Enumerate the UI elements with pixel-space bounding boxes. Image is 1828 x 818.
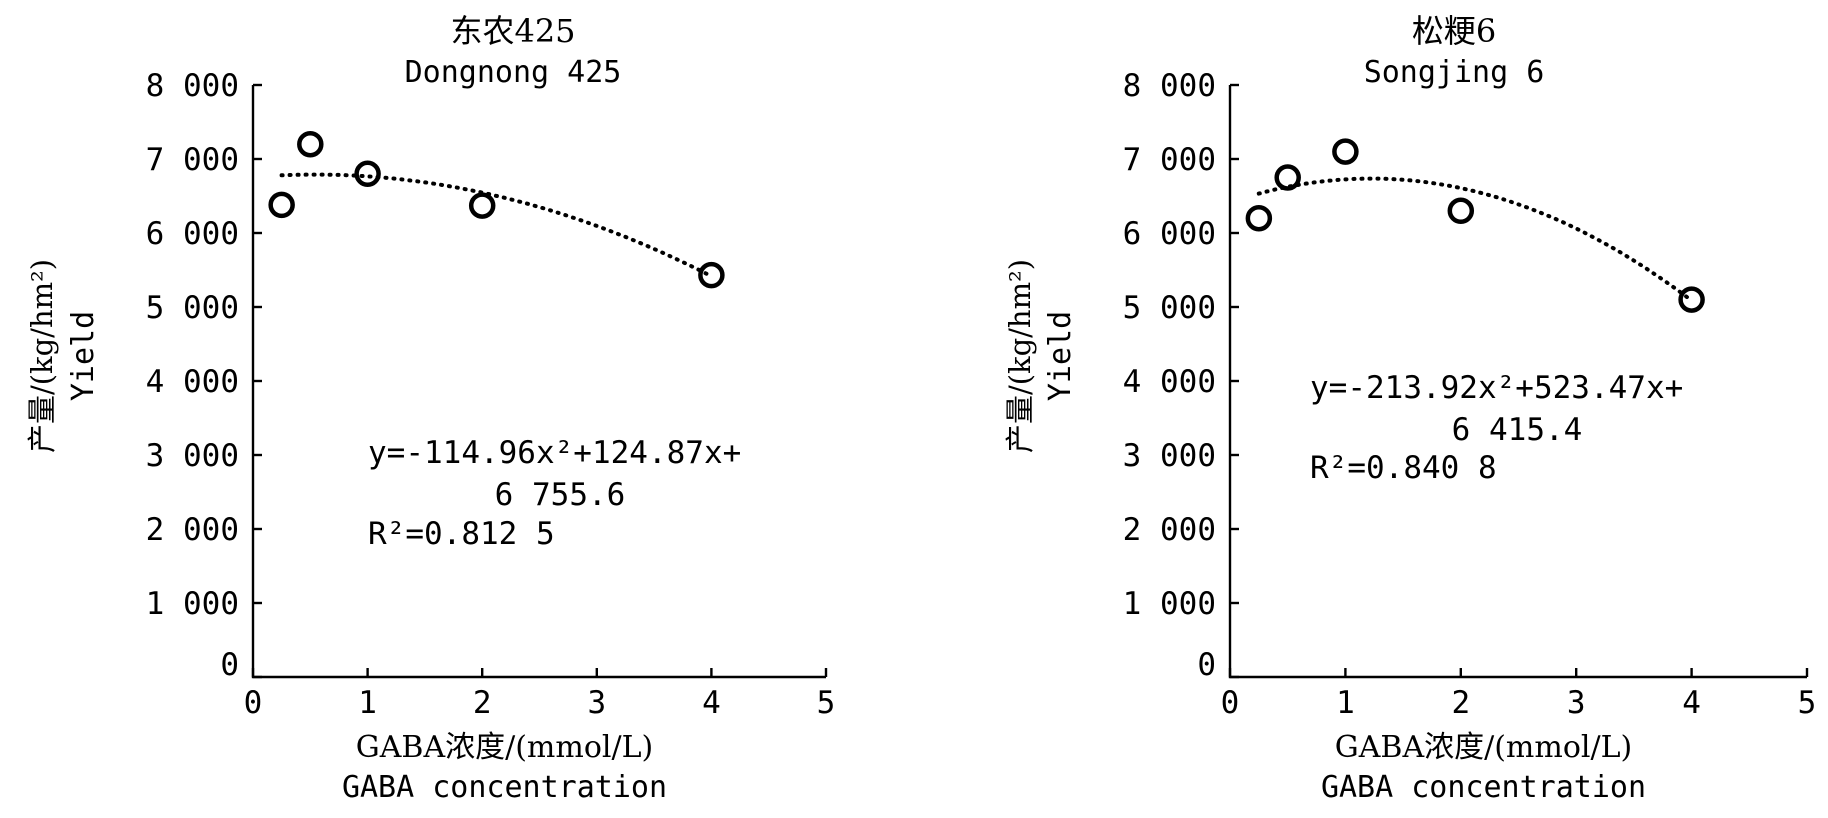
data-point <box>1447 197 1475 225</box>
data-point <box>1274 164 1301 191</box>
x-tick-label: 2 <box>473 685 492 721</box>
y-tick-label: 6 000 <box>146 216 239 252</box>
x-tick-label: 1 <box>1336 685 1355 721</box>
r-squared-label: R²=0.812 5 <box>368 516 555 552</box>
x-tick-label: 3 <box>1567 685 1586 721</box>
y-tick-label: 5 000 <box>146 290 239 326</box>
chart-title: 东农425 <box>450 12 575 50</box>
x-axis-label-cn: GABA浓度/(mmol/L) <box>1335 730 1632 765</box>
equation-line-1: y=-114.96x²+124.87x+ <box>368 435 741 471</box>
x-tick-label: 2 <box>1451 685 1470 721</box>
x-tick-label: 5 <box>1798 685 1817 721</box>
chart-subtitle: Dongnong 425 <box>405 55 622 90</box>
y-tick-label: 1 000 <box>1123 586 1216 622</box>
data-point <box>468 192 496 219</box>
equation-line-2: 6 415.4 <box>1452 412 1583 448</box>
y-tick-label: 3 000 <box>146 438 239 474</box>
data-point <box>268 191 295 219</box>
y-axis-label-cn: 产量/(kg/hm²) <box>25 259 59 453</box>
y-tick-label: 0 <box>1197 647 1216 683</box>
y-tick-label: 6 000 <box>1123 216 1216 252</box>
y-tick-label: 4 000 <box>1123 364 1216 400</box>
data-point <box>354 160 381 188</box>
y-tick-label: 4 000 <box>146 364 239 400</box>
x-tick-label: 0 <box>1221 685 1240 721</box>
equation-line-2: 6 755.6 <box>495 477 626 513</box>
trendline <box>279 172 714 279</box>
y-tick-label: 7 000 <box>146 142 239 178</box>
data-point <box>1678 286 1705 313</box>
x-axis-label-cn: GABA浓度/(mmol/L) <box>356 730 653 765</box>
y-axis-label-en: Yield <box>1043 311 1078 401</box>
chart-subtitle: Songjing 6 <box>1364 55 1545 90</box>
y-tick-label: 2 000 <box>1123 512 1216 548</box>
chart-title: 松粳6 <box>1412 12 1496 50</box>
y-tick-label: 0 <box>220 647 239 683</box>
y-tick-label: 1 000 <box>146 586 239 622</box>
y-tick-label: 8 000 <box>146 68 239 104</box>
r-squared-label: R²=0.840 8 <box>1310 450 1497 486</box>
data-point <box>297 130 324 158</box>
y-axis-label-en: Yield <box>66 311 101 401</box>
chart-panel-1: 东农425 Dongnong 425 0 1 000 2 000 3 000 4 000 5 … <box>25 12 835 805</box>
x-tick-label: 5 <box>817 685 836 721</box>
x-tick-label: 4 <box>702 685 721 721</box>
x-axis-label-en: GABA concentration <box>342 770 667 805</box>
data-point <box>698 261 725 289</box>
x-tick-label: 1 <box>358 685 377 721</box>
data-point <box>1245 204 1273 232</box>
chart-panel-2: 松粳6 Songjing 6 0 1 000 2 000 3 000 4 000 5 000 6… <box>1003 12 1816 805</box>
y-tick-label: 5 000 <box>1123 290 1216 326</box>
x-tick-label: 4 <box>1682 685 1701 721</box>
y-axis-label-cn: 产量/(kg/hm²) <box>1003 259 1037 453</box>
x-tick-label: 3 <box>587 685 606 721</box>
y-tick-label: 3 000 <box>1123 438 1216 474</box>
x-axis-label-en: GABA concentration <box>1321 770 1646 805</box>
x-tick-label: 0 <box>244 685 263 721</box>
trendline <box>1256 176 1694 303</box>
equation-line-1: y=-213.92x²+523.47x+ <box>1310 370 1683 406</box>
y-tick-label: 7 000 <box>1123 142 1216 178</box>
y-tick-label: 8 000 <box>1123 68 1216 104</box>
y-tick-label: 2 000 <box>146 512 239 548</box>
data-point <box>1332 138 1359 165</box>
